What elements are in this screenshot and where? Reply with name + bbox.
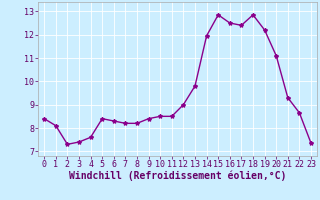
X-axis label: Windchill (Refroidissement éolien,°C): Windchill (Refroidissement éolien,°C): [69, 171, 286, 181]
